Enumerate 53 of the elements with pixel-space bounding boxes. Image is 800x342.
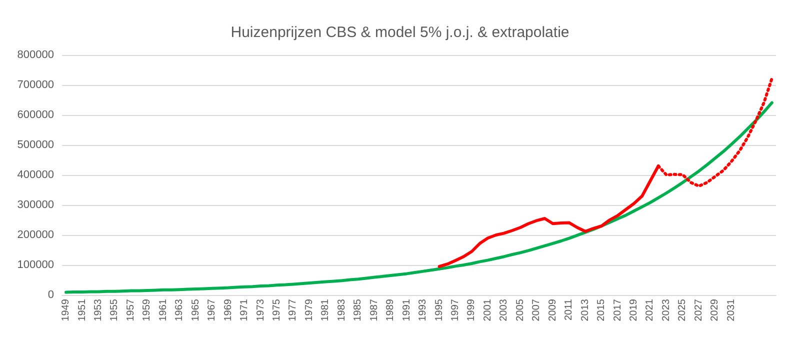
x-tick-label: 1953	[93, 298, 104, 322]
y-tick-label: 600000	[17, 109, 54, 121]
y-tick-label: 700000	[17, 79, 54, 91]
x-tick-label: 1995	[434, 298, 445, 322]
x-tick-label: 2009	[547, 298, 558, 322]
x-tick-label: 1961	[158, 298, 169, 322]
x-tick-label: 1979	[304, 298, 315, 322]
x-tick-label: 1981	[320, 298, 332, 322]
x-tick-label: 1963	[174, 298, 186, 322]
x-tick-label: 1955	[109, 298, 120, 322]
x-tick-label: 1975	[272, 298, 283, 322]
y-tick-label: 300000	[17, 199, 54, 211]
y-tick-label: 500000	[17, 139, 54, 151]
y-tick-label: 100000	[17, 259, 54, 271]
x-tick-label: 1999	[466, 298, 478, 322]
x-tick-label: 1991	[401, 298, 412, 322]
x-tick-label: 1951	[76, 298, 88, 322]
x-tick-label: 1957	[125, 298, 136, 322]
x-tick-label: 1993	[418, 298, 429, 322]
x-tick-label: 1971	[239, 298, 250, 322]
x-tick-label: 1987	[368, 298, 380, 322]
x-tick-label: 1969	[222, 298, 234, 322]
x-tick-label: 1973	[255, 298, 266, 322]
y-tick-label: 800000	[17, 49, 54, 61]
chart-title: Huizenprijzen CBS & model 5% j.o.j. & extrapolatie	[230, 24, 570, 41]
x-tick-label: 2007	[531, 298, 542, 322]
x-tick-label: 1997	[450, 298, 462, 322]
x-tick-label: 2025	[677, 298, 688, 322]
x-tick-label: 2029	[710, 298, 721, 322]
x-tick-label: 1965	[190, 298, 202, 322]
x-tick-label: 1985	[352, 298, 364, 322]
x-tick-label: 1977	[288, 298, 299, 322]
x-tick-label: 2017	[612, 298, 624, 322]
y-tick-label: 0	[48, 289, 54, 301]
y-tick-label: 400000	[17, 169, 54, 181]
x-tick-label: 2023	[660, 298, 672, 322]
x-tick-label: 2027	[693, 298, 704, 322]
y-tick-label: 200000	[17, 229, 54, 241]
line-series	[64, 101, 774, 294]
x-tick-label: 2031	[726, 298, 737, 322]
x-tick-label: 2011	[564, 298, 575, 321]
x-tick-label: 1989	[385, 298, 396, 322]
x-tick-label: 1959	[142, 298, 153, 322]
x-tick-label: 2001	[482, 298, 494, 322]
x-tick-label: 2019	[628, 298, 640, 322]
x-tick-label: 2013	[580, 298, 591, 322]
x-tick-label: 1983	[336, 298, 348, 322]
x-tick-label: 1967	[206, 298, 218, 322]
x-tick-label: 1949	[60, 298, 72, 322]
x-tick-label: 2021	[644, 298, 656, 322]
x-tick-label: 2003	[498, 298, 510, 322]
x-tick-label: 2005	[514, 298, 526, 322]
x-tick-label: 2015	[596, 298, 608, 322]
